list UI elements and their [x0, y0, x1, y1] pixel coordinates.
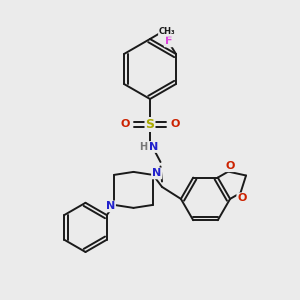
Text: O: O: [120, 119, 130, 130]
Text: N: N: [149, 142, 158, 152]
Text: N: N: [152, 168, 161, 178]
Text: CH₃: CH₃: [159, 27, 176, 36]
Text: H: H: [139, 142, 148, 152]
Text: O: O: [170, 119, 180, 130]
Text: N: N: [106, 201, 115, 212]
Text: S: S: [146, 118, 154, 131]
Text: F: F: [165, 36, 172, 46]
Text: O: O: [225, 161, 234, 171]
Text: O: O: [237, 193, 247, 203]
